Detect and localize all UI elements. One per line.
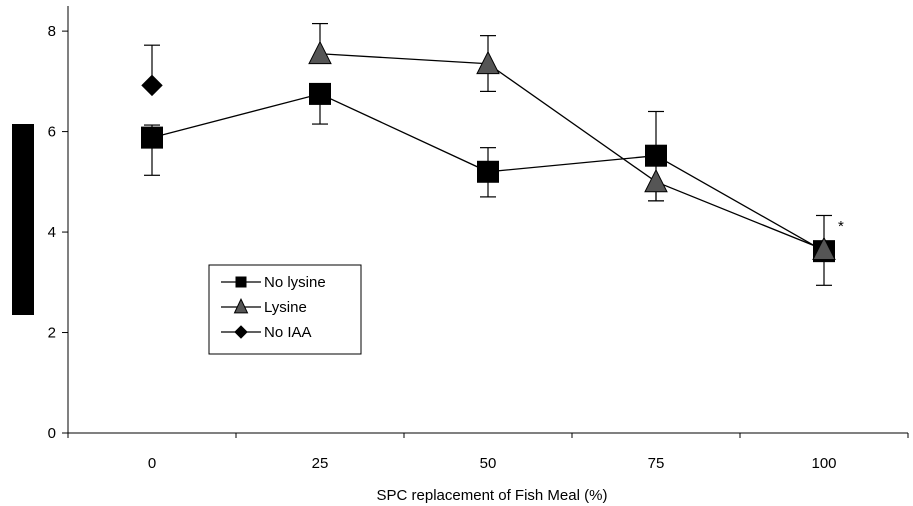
y-axis-label-block [12,124,34,315]
x-tick-label: 0 [148,455,156,472]
x-tick-label: 50 [480,455,497,472]
data-point-no-lysine [645,144,667,167]
legend-marker-no-lysine [235,276,247,288]
y-tick-label: 8 [48,23,56,40]
data-point-no-lysine [309,82,331,105]
legend-box [208,264,362,355]
data-point-no-lysine [477,160,499,183]
legend-label-no-iaa: No IAA [264,324,312,341]
annotations: * [838,218,844,235]
tick-labels: 0 2 4 6 8 0 25 50 75 100 [48,23,837,472]
significance-asterisk: * [838,218,844,235]
legend-marker-no-iaa [234,325,248,339]
y-tick-label: 2 [48,325,56,342]
data-point-lysine [308,40,332,65]
y-tick-label: 0 [48,425,56,442]
data-point-lysine [812,236,836,261]
data-point-lysine [476,50,500,75]
y-tick-label: 6 [48,124,56,141]
series-line-lysine [319,53,825,251]
x-axis-title: SPC replacement of Fish Meal (%) [377,487,608,504]
x-tick-label: 25 [312,455,329,472]
y-tick-label: 4 [48,224,56,241]
axes [62,6,909,438]
x-tick-label: 100 [811,455,836,472]
data-point-no-iaa [141,74,163,97]
x-tick-label: 75 [648,455,665,472]
legend-marker-lysine [233,297,249,314]
legend-label-lysine: Lysine [264,299,307,316]
data-point-no-lysine [141,126,163,149]
legend-label-no-lysine: No lysine [264,274,326,291]
legend: No lysine Lysine No IAA [208,264,362,355]
series-markers [141,40,836,263]
data-point-lysine [644,168,668,193]
